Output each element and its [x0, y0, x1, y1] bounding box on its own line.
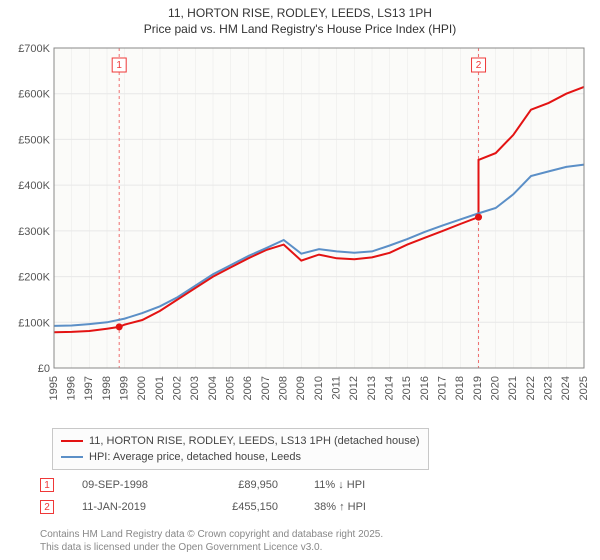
legend: 11, HORTON RISE, RODLEY, LEEDS, LS13 1PH… — [52, 428, 429, 470]
svg-text:2013: 2013 — [366, 376, 378, 400]
svg-text:£300K: £300K — [18, 226, 50, 238]
chart-svg: £0 £100K £200K £300K £400K £500K £600K £700K 199… — [10, 42, 590, 422]
svg-text:2018: 2018 — [454, 376, 466, 400]
svg-text:2017: 2017 — [437, 376, 449, 400]
svg-text:£600K: £600K — [18, 89, 50, 101]
svg-text:2000: 2000 — [136, 376, 148, 400]
sale-hpi: 38% ↑ HPI — [314, 501, 404, 513]
svg-text:2012: 2012 — [348, 376, 360, 400]
svg-text:2005: 2005 — [225, 376, 237, 400]
sale-row: 1 09-SEP-1998 £89,950 11% ↓ HPI — [40, 474, 404, 496]
sale-date: 11-JAN-2019 — [82, 501, 182, 513]
footer-line-1: Contains HM Land Registry data © Crown c… — [40, 528, 383, 541]
svg-text:2003: 2003 — [189, 376, 201, 400]
svg-text:2011: 2011 — [331, 376, 343, 400]
sale-date: 09-SEP-1998 — [82, 479, 182, 491]
svg-text:2025: 2025 — [578, 376, 590, 400]
svg-text:2015: 2015 — [401, 376, 413, 400]
sale-marker: 2 — [40, 500, 54, 514]
svg-text:2007: 2007 — [260, 376, 272, 400]
svg-text:2001: 2001 — [154, 376, 166, 400]
svg-text:£500K: £500K — [18, 134, 50, 146]
legend-label: 11, HORTON RISE, RODLEY, LEEDS, LS13 1PH… — [89, 433, 420, 449]
title-line-2: Price paid vs. HM Land Registry's House … — [0, 22, 600, 36]
title-line-1: 11, HORTON RISE, RODLEY, LEEDS, LS13 1PH — [0, 6, 600, 20]
svg-text:1998: 1998 — [101, 376, 113, 400]
svg-text:£100K: £100K — [18, 317, 50, 329]
svg-text:1996: 1996 — [66, 376, 78, 400]
svg-text:1999: 1999 — [119, 376, 131, 400]
sale-price: £89,950 — [198, 479, 278, 491]
svg-text:2024: 2024 — [560, 376, 572, 400]
svg-text:2002: 2002 — [172, 376, 184, 400]
svg-text:2020: 2020 — [490, 376, 502, 400]
sale-row: 2 11-JAN-2019 £455,150 38% ↑ HPI — [40, 496, 404, 518]
legend-label: HPI: Average price, detached house, Leed… — [89, 449, 301, 465]
svg-text:2010: 2010 — [313, 376, 325, 400]
legend-row: HPI: Average price, detached house, Leed… — [61, 449, 420, 465]
svg-text:2009: 2009 — [295, 376, 307, 400]
chart: £0 £100K £200K £300K £400K £500K £600K £700K 199… — [10, 42, 590, 422]
legend-swatch — [61, 440, 83, 442]
sale-marker: 1 — [40, 478, 54, 492]
svg-text:2: 2 — [476, 60, 482, 71]
svg-text:2008: 2008 — [278, 376, 290, 400]
svg-text:1: 1 — [116, 60, 122, 71]
svg-text:1995: 1995 — [48, 376, 60, 400]
footer: Contains HM Land Registry data © Crown c… — [40, 528, 383, 554]
svg-text:2022: 2022 — [525, 376, 537, 400]
svg-text:2023: 2023 — [543, 376, 555, 400]
footer-line-2: This data is licensed under the Open Gov… — [40, 541, 383, 554]
svg-text:£200K: £200K — [18, 272, 50, 284]
svg-text:2014: 2014 — [384, 376, 396, 400]
svg-text:£0: £0 — [38, 363, 50, 375]
sale-hpi: 11% ↓ HPI — [314, 479, 404, 491]
svg-text:2006: 2006 — [242, 376, 254, 400]
sales-table: 1 09-SEP-1998 £89,950 11% ↓ HPI 2 11-JAN… — [40, 474, 404, 518]
sale-price: £455,150 — [198, 501, 278, 513]
svg-text:2021: 2021 — [507, 376, 519, 400]
svg-text:1997: 1997 — [83, 376, 95, 400]
svg-text:2019: 2019 — [472, 376, 484, 400]
titles: 11, HORTON RISE, RODLEY, LEEDS, LS13 1PH… — [0, 0, 600, 36]
svg-text:2004: 2004 — [207, 376, 219, 400]
svg-text:£400K: £400K — [18, 180, 50, 192]
svg-text:2016: 2016 — [419, 376, 431, 400]
svg-text:£700K: £700K — [18, 43, 50, 55]
legend-swatch — [61, 456, 83, 458]
page-container: 11, HORTON RISE, RODLEY, LEEDS, LS13 1PH… — [0, 0, 600, 560]
legend-row: 11, HORTON RISE, RODLEY, LEEDS, LS13 1PH… — [61, 433, 420, 449]
